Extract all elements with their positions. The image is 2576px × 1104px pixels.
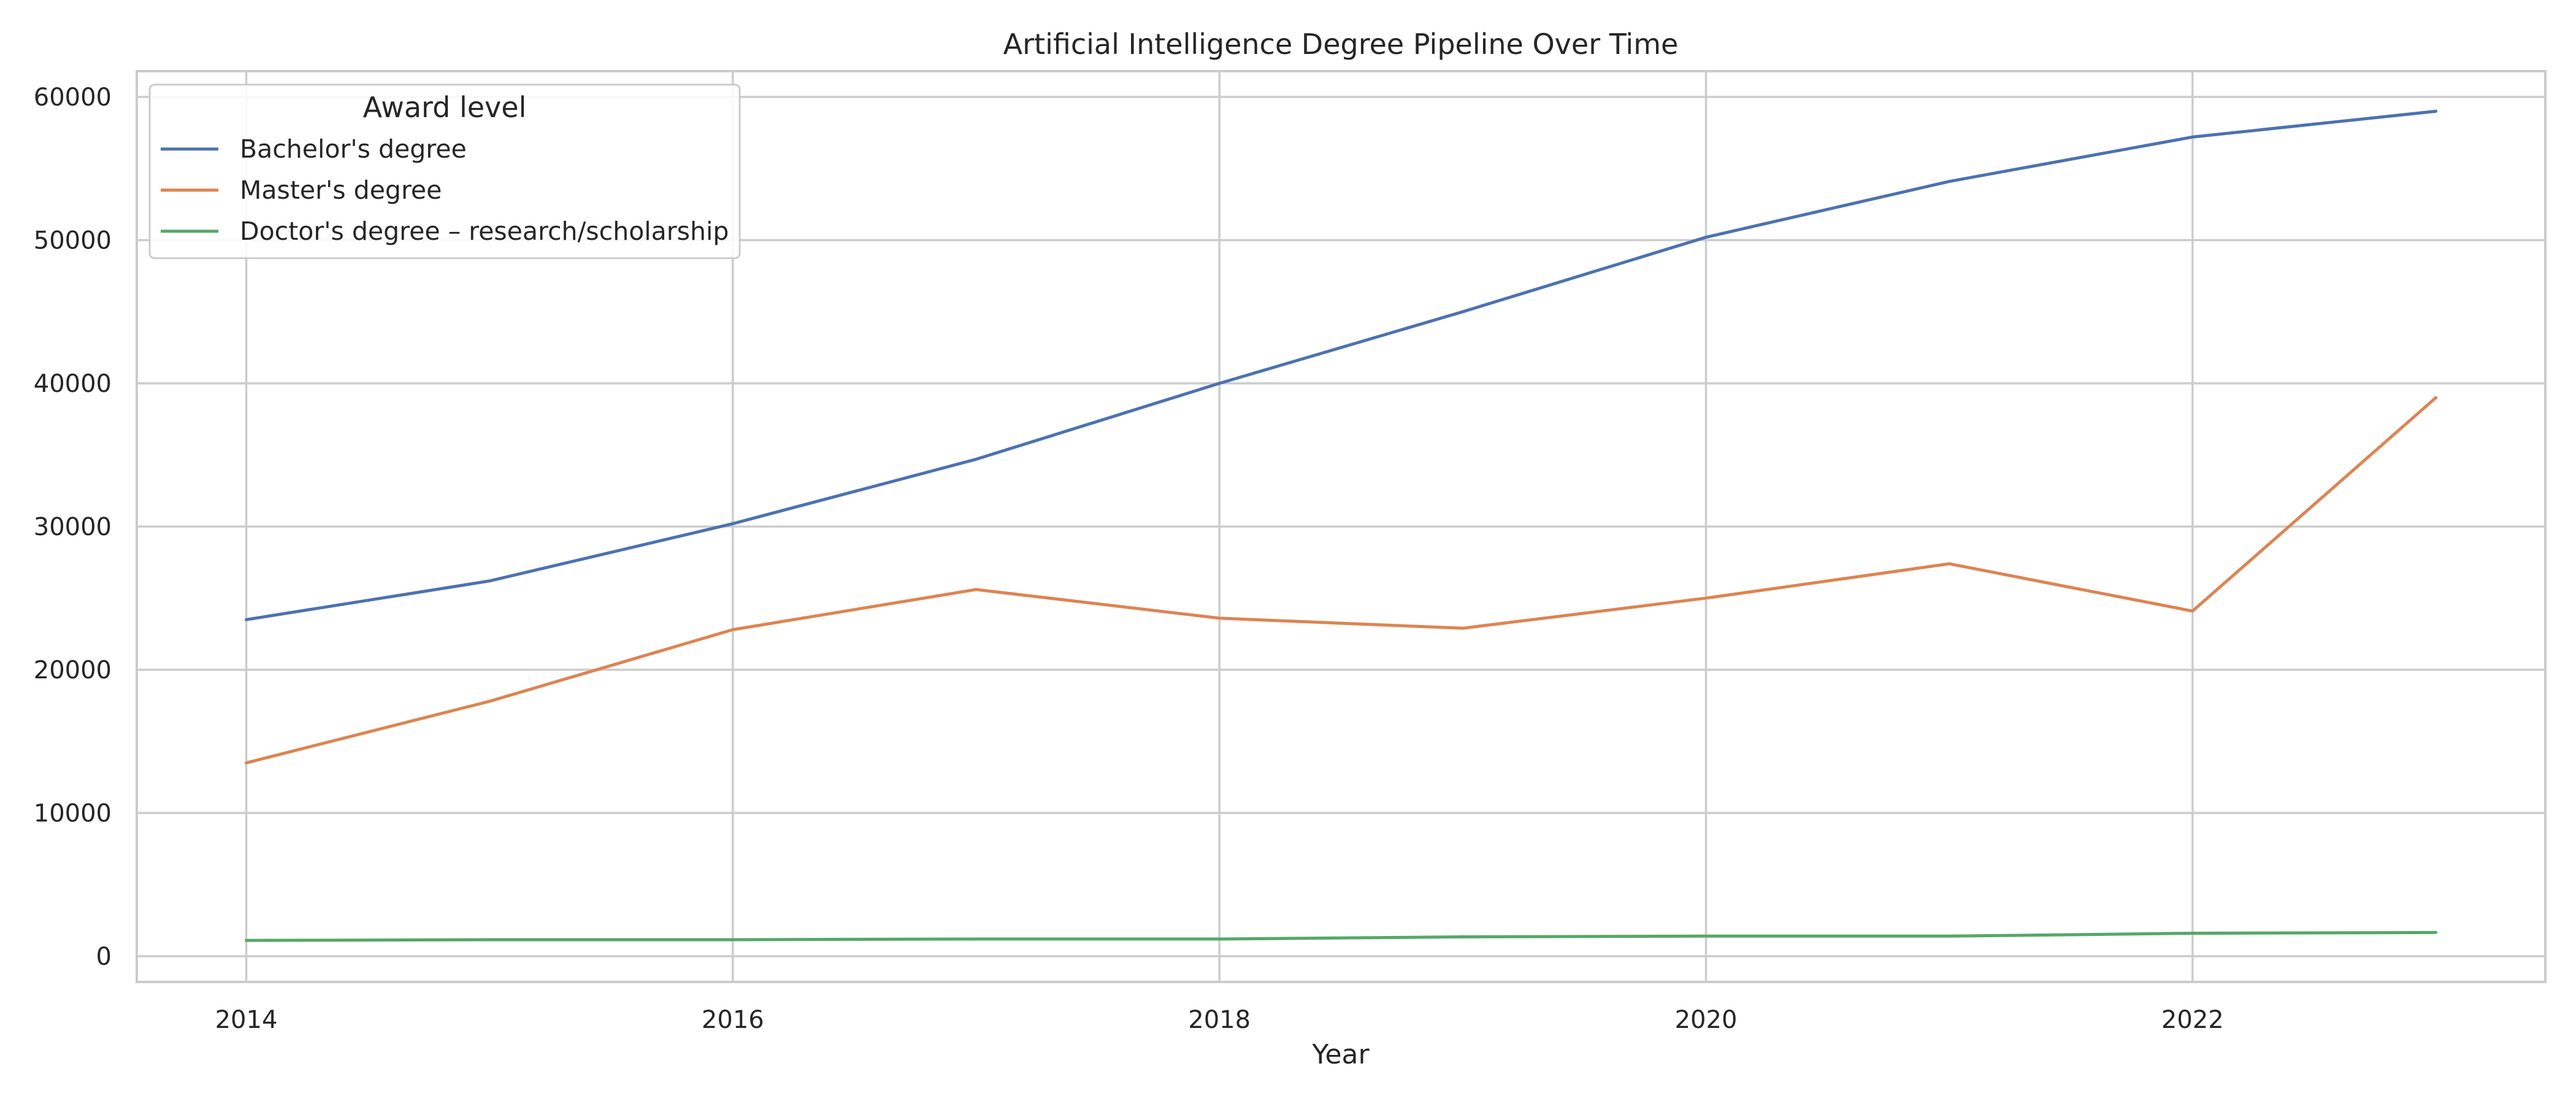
x-tick-labels: 2014 2016 2018 2020 2022	[215, 1006, 2224, 1034]
legend: Award level Bachelor's degree Master's de…	[148, 83, 741, 259]
legend-title: Award level	[363, 91, 527, 124]
x-tick-label: 2014	[215, 1006, 278, 1034]
series-lines	[245, 109, 2437, 942]
y-tick-label: 0	[96, 943, 112, 971]
legend-label: Doctor's degree – research/scholarship	[240, 217, 729, 246]
y-tick-label: 50000	[34, 227, 112, 255]
x-tick-label: 2020	[1675, 1006, 1738, 1034]
y-tick-label: 30000	[34, 513, 112, 542]
x-tick-label: 2022	[2161, 1006, 2224, 1034]
series-line-3	[245, 930, 2437, 942]
y-tick-label: 60000	[34, 83, 112, 112]
series-line-1	[245, 109, 2437, 621]
legend-box	[148, 83, 741, 259]
chart-title: Artificial Intelligence Degree Pipeline …	[1003, 28, 1679, 61]
y-tick-label: 10000	[34, 799, 112, 827]
y-tick-label: 20000	[34, 656, 112, 684]
legend-entry-2: Master's degree	[161, 175, 442, 205]
x-tick-label: 2018	[1188, 1006, 1251, 1034]
plot-frame	[136, 70, 2547, 983]
series-line-2	[245, 396, 2437, 765]
legend-entries: Bachelor's degree Master's degree Doctor's…	[161, 134, 729, 246]
legend-entry-3: Doctor's degree – research/scholarship	[161, 217, 729, 246]
x-axis-title: Year	[1311, 1039, 1370, 1070]
legend-label: Bachelor's degree	[240, 134, 467, 164]
legend-entry-1: Bachelor's degree	[161, 134, 467, 164]
x-tick-label: 2016	[702, 1006, 764, 1034]
y-tick-label: 40000	[34, 370, 112, 398]
legend-label: Master's degree	[240, 175, 442, 205]
y-tick-labels: 0 10000 20000 30000 40000 50000 60000	[34, 83, 112, 971]
